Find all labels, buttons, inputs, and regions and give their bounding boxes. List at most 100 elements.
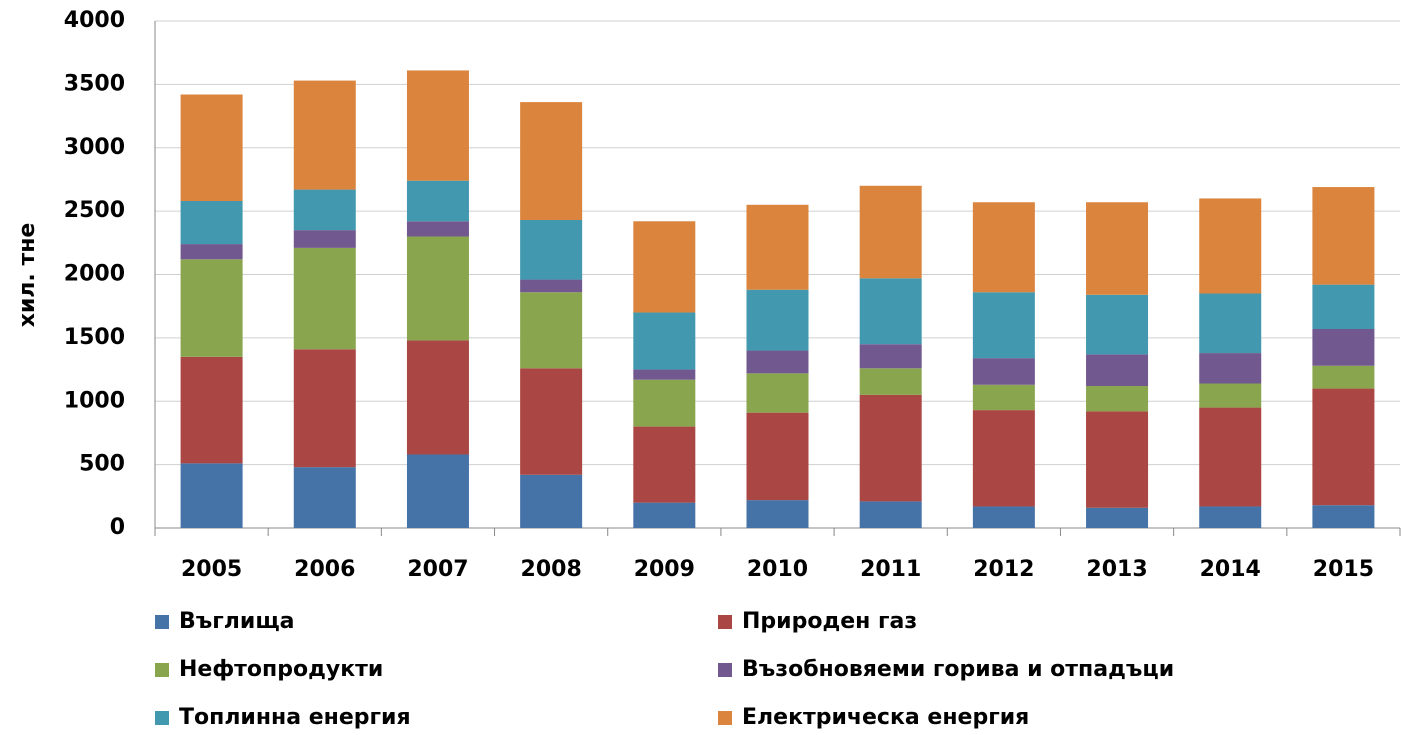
bar-segment: [406, 70, 469, 181]
bar-segment: [746, 350, 809, 374]
legend-label: Природен газ: [742, 609, 917, 634]
x-tick-label: 2015: [1313, 557, 1374, 582]
legend-label: Възобновяеми горива и отпадъци: [742, 657, 1174, 682]
legend-swatch: [155, 711, 169, 725]
bar-segment: [1312, 505, 1375, 528]
y-axis-label: хил. тне: [15, 223, 40, 328]
bar-segment: [972, 410, 1035, 507]
y-tick-label: 1500: [64, 325, 125, 350]
bar-segment: [1086, 354, 1149, 387]
bar-segment: [520, 102, 583, 220]
bar-segment: [859, 278, 922, 345]
bar-segment: [520, 474, 583, 528]
legend-swatch: [718, 663, 732, 677]
y-tick-label: 2000: [64, 262, 125, 287]
bar-segment: [1086, 507, 1149, 528]
legend-label: Въглища: [179, 609, 295, 634]
bar-segment: [972, 292, 1035, 359]
legend-swatch: [718, 711, 732, 725]
legend-swatch: [155, 663, 169, 677]
bar-segment: [180, 259, 243, 357]
bar-segment: [972, 506, 1035, 528]
legend-label: Нефтопродукти: [179, 657, 383, 682]
bar-segment: [520, 219, 583, 280]
bar-segment: [520, 292, 583, 369]
bar-segment: [972, 358, 1035, 385]
x-tick-label: 2014: [1200, 557, 1261, 582]
bar-segment: [1312, 284, 1375, 330]
x-tick-label: 2005: [181, 557, 242, 582]
bar-segment: [1086, 294, 1149, 355]
x-tick-label: 2012: [973, 557, 1034, 582]
bar-segment: [633, 312, 696, 370]
y-tick-label: 1000: [64, 388, 125, 413]
bar-segment: [1199, 407, 1262, 507]
bar-segment: [633, 426, 696, 503]
bar-segment: [746, 373, 809, 413]
y-tick-label: 0: [110, 515, 125, 540]
bar-segment: [1312, 365, 1375, 389]
bar-segment: [293, 80, 356, 190]
bar-segment: [1086, 411, 1149, 508]
bar-segment: [180, 244, 243, 260]
bar-segment: [972, 384, 1035, 411]
bar-segment: [520, 279, 583, 293]
x-tick-label: 2008: [521, 557, 582, 582]
bar-segment: [293, 467, 356, 528]
y-tick-label: 3000: [64, 135, 125, 160]
bar-segment: [633, 502, 696, 528]
legend-label: Електрическа енергия: [742, 705, 1029, 730]
bar-segment: [406, 340, 469, 455]
bar-segment: [180, 463, 243, 528]
bar-segment: [293, 230, 356, 248]
bar-segment: [406, 221, 469, 237]
bar-segment: [520, 368, 583, 475]
bar-segment: [972, 202, 1035, 293]
bar-segment: [746, 500, 809, 528]
bar-segment: [633, 379, 696, 427]
bar-segment: [859, 394, 922, 502]
bar-segment: [746, 289, 809, 351]
bar-segment: [293, 189, 356, 231]
y-tick-label: 500: [79, 452, 125, 477]
x-tick-label: 2011: [860, 557, 921, 582]
x-tick-label: 2013: [1086, 557, 1147, 582]
bar-segment: [1199, 506, 1262, 528]
y-tick-label: 2500: [64, 198, 125, 223]
bar-segment: [293, 247, 356, 350]
y-tick-label: 4000: [64, 8, 125, 33]
bar-segment: [859, 185, 922, 279]
bar-segment: [1199, 383, 1262, 408]
bar-segment: [180, 356, 243, 464]
bar-segment: [406, 454, 469, 528]
bar-segment: [180, 200, 243, 245]
bar-segment: [746, 204, 809, 290]
x-tick-label: 2009: [634, 557, 695, 582]
bar-segment: [633, 221, 696, 313]
x-tick-label: 2006: [294, 557, 355, 582]
x-tick-label: 2010: [747, 557, 808, 582]
bar-segment: [1312, 388, 1375, 506]
bar-segment: [859, 501, 922, 528]
legend-swatch: [155, 615, 169, 629]
y-tick-label: 3500: [64, 71, 125, 96]
bar-segment: [859, 368, 922, 395]
bar-segment: [1312, 329, 1375, 366]
bar-segment: [1199, 293, 1262, 354]
legend-swatch: [718, 615, 732, 629]
bar-segment: [1312, 187, 1375, 285]
bar-segment: [746, 412, 809, 501]
bar-segment: [406, 180, 469, 222]
bar-segment: [1086, 386, 1149, 412]
bar-segment: [1086, 202, 1149, 295]
bar-segment: [180, 94, 243, 201]
x-tick-label: 2007: [407, 557, 468, 582]
bar-segment: [859, 344, 922, 369]
bar-segment: [633, 369, 696, 380]
bar-segment: [1199, 198, 1262, 294]
bar-segment: [293, 349, 356, 468]
bar-segment: [406, 236, 469, 341]
legend-label: Топлинна енергия: [179, 705, 411, 730]
bar-segment: [1199, 353, 1262, 384]
